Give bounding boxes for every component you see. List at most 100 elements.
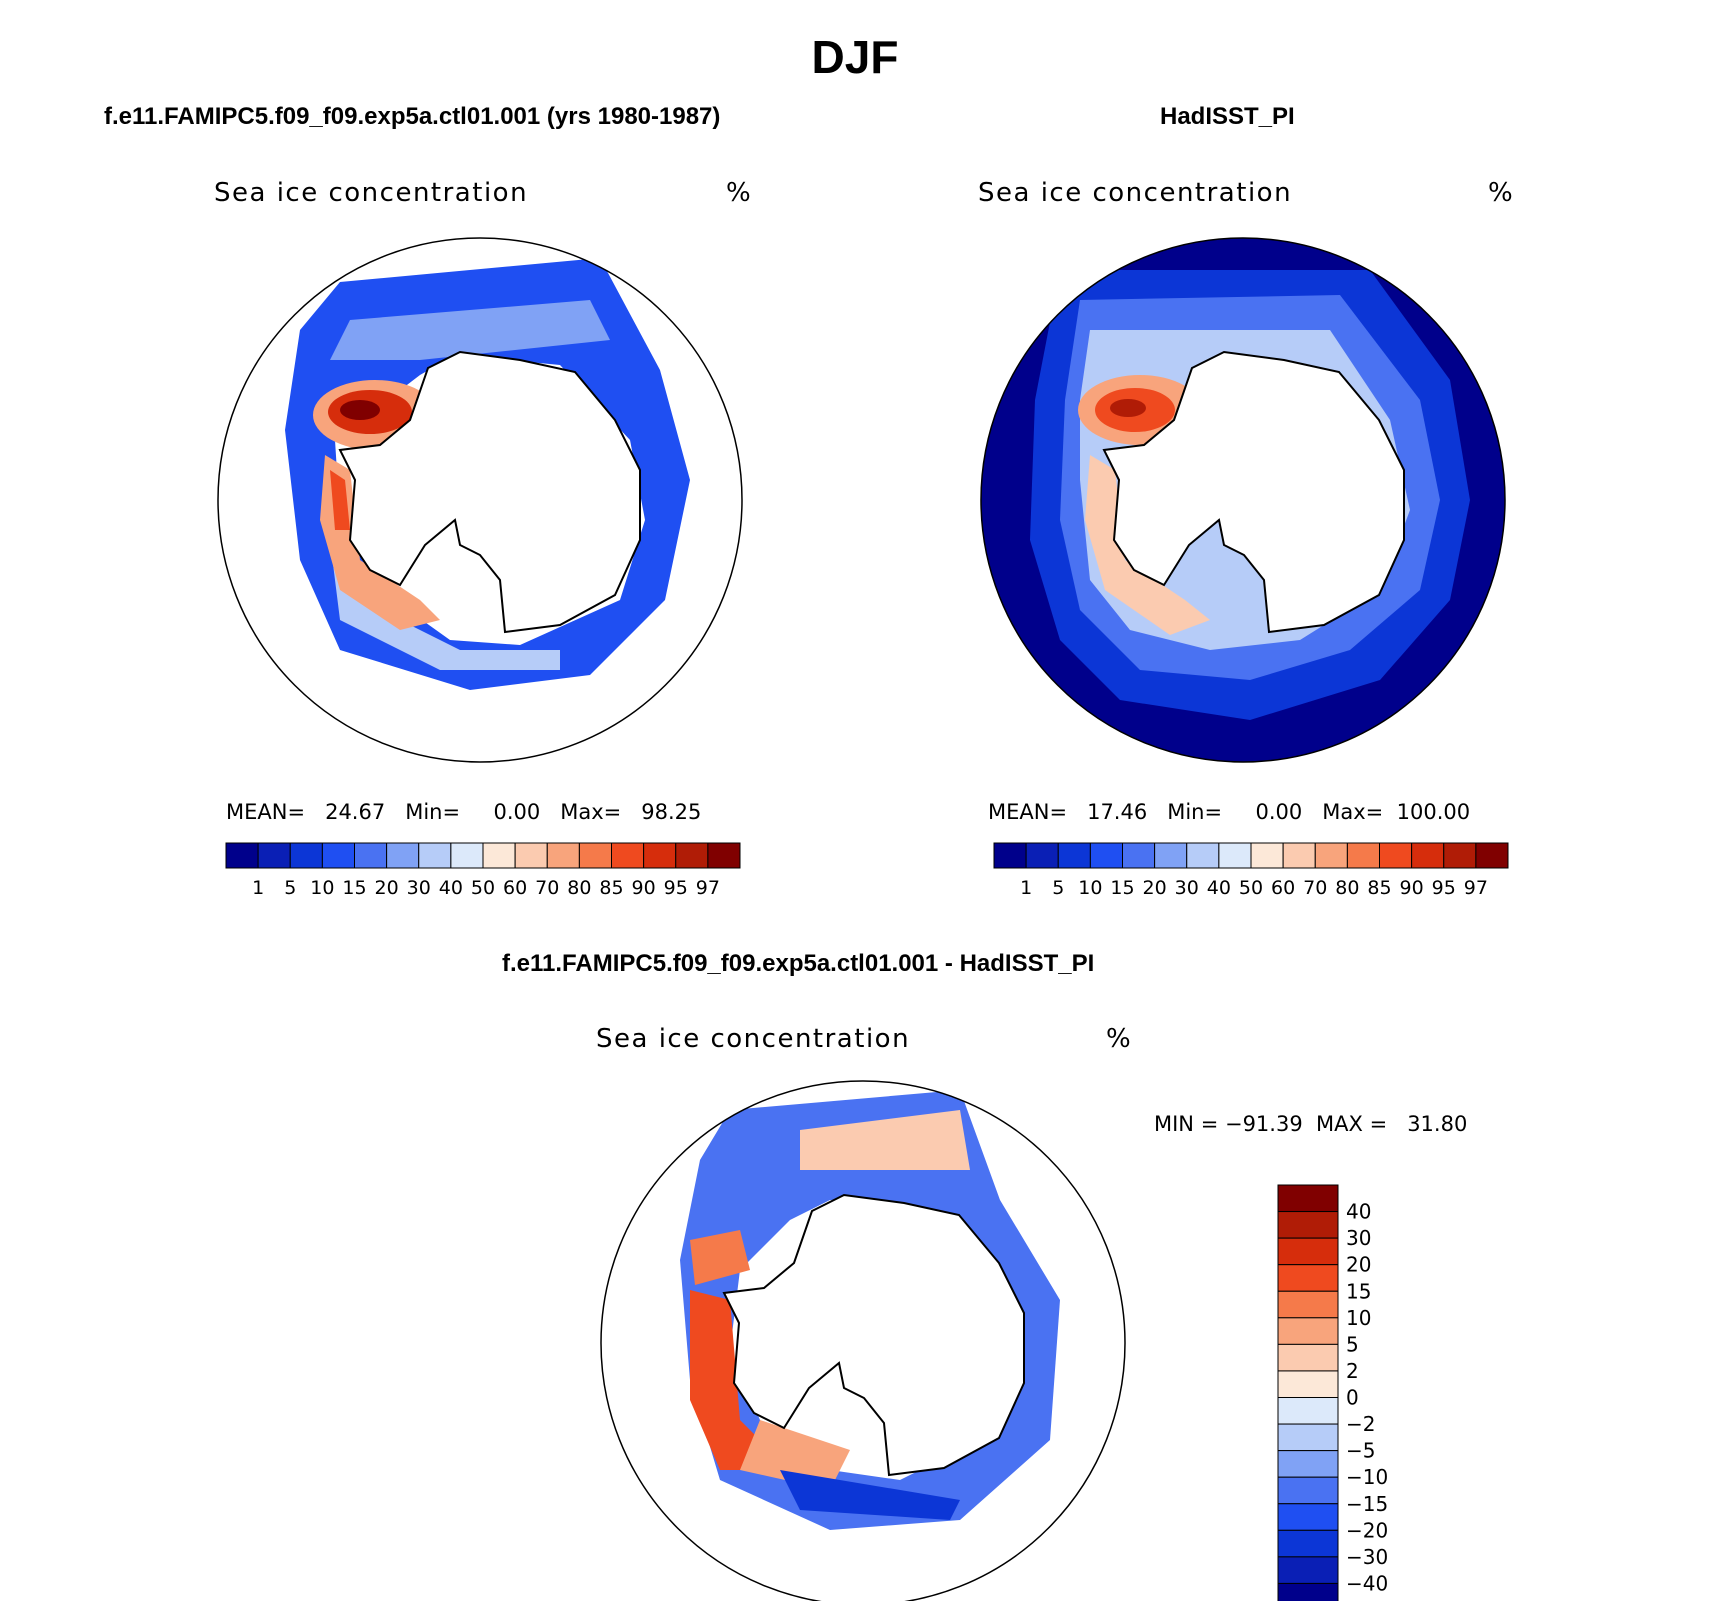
diff-ring-blue [680, 1090, 1060, 1530]
model-weddell-peak [340, 400, 380, 420]
diff-colorbar-swatch [1277, 1290, 1339, 1319]
obs-colorbar-swatch [1250, 842, 1284, 869]
diff-colorbar-tick-label: −10 [1346, 1465, 1388, 1489]
diff-colorbar-swatch [1277, 1317, 1339, 1345]
obs-weddell-peak [1110, 399, 1146, 417]
obs-colorbar-tick-label: 90 [1400, 877, 1424, 899]
obs-colorbar-tick-label: 5 [1052, 877, 1064, 899]
model-ross-strip [320, 455, 440, 630]
diff-colorbar-tick-label: 2 [1346, 1359, 1359, 1383]
obs-colorbar-tick-label: 30 [1175, 877, 1199, 899]
obs-colorbar-tick-label: 80 [1335, 877, 1359, 899]
diff-map-boundary [600, 1080, 1126, 1601]
obs-colorbar-tick-label: 70 [1303, 877, 1327, 899]
diff-colorbar-tick-label: 30 [1346, 1226, 1371, 1250]
obs-colorbar-swatch [1475, 842, 1509, 869]
diff-warm-weddell [690, 1230, 750, 1285]
diff-colorbar-swatch [1277, 1423, 1339, 1452]
diff-colorbar-swatch [1277, 1237, 1339, 1266]
obs-colorbar-swatch [1218, 842, 1252, 869]
diff-colorbar-swatch [1277, 1582, 1339, 1601]
model-colorbar-swatch [707, 842, 741, 869]
diff-colorbar-swatch [1277, 1476, 1339, 1505]
model-ice-ring [285, 258, 690, 690]
obs-antarctica [1102, 350, 1405, 634]
model-colorbar-tick-label: 97 [696, 877, 720, 899]
obs-panel-title: HadISST_PI [1160, 103, 1295, 130]
model-ice-light2 [330, 540, 560, 670]
diff-units-label: % [1106, 1024, 1133, 1054]
model-colorbar-tick-label: 60 [503, 877, 527, 899]
model-colorbar-swatch [578, 842, 612, 869]
diff-colorbar-swatch [1277, 1529, 1339, 1558]
diff-warm-south [740, 1420, 850, 1490]
obs-stats: MEAN= 17.46 Min= 0.00 Max= 100.00 [988, 800, 1471, 824]
obs-colorbar: 1 5 10 15 20 30 40 50 60 70 80 85 90 95 97 [993, 842, 1509, 899]
model-colorbar-tick-label: 80 [567, 877, 591, 899]
diff-colorbar-swatch [1277, 1397, 1339, 1425]
obs-colorbar-swatch [1025, 842, 1059, 869]
model-colorbar-tick-label: 40 [439, 877, 463, 899]
obs-colorbar-swatch [1411, 842, 1445, 869]
model-colorbar-tick-label: 95 [664, 877, 688, 899]
diff-colorbar-tick-label: 10 [1346, 1306, 1371, 1330]
obs-colorbar-tick-label: 50 [1239, 877, 1263, 899]
obs-map [980, 237, 1506, 763]
obs-map-boundary [980, 237, 1506, 763]
diff-colorbar-tick-label: −2 [1346, 1412, 1375, 1436]
obs-colorbar-swatch [1379, 842, 1413, 869]
model-colorbar: 1 5 10 15 20 30 40 50 60 70 80 85 90 95 97 [225, 842, 741, 899]
model-colorbar-swatch [643, 842, 677, 869]
diff-colorbar-tick-label: 0 [1346, 1386, 1359, 1410]
obs-colorbar-tick-label: 40 [1207, 877, 1231, 899]
model-colorbar-tick-label: 70 [535, 877, 559, 899]
obs-ross-strip [1085, 455, 1210, 635]
model-colorbar-swatch [257, 842, 291, 869]
diff-colorbar-swatch [1277, 1343, 1339, 1372]
diff-warm-west [690, 1290, 790, 1470]
obs-colorbar-tick-label: 1 [1020, 877, 1032, 899]
model-colorbar-swatch [418, 842, 452, 869]
diff-colorbar-tick-label: −5 [1346, 1439, 1375, 1463]
model-colorbar-tick-label: 30 [407, 877, 431, 899]
model-ice-light [330, 300, 610, 360]
diff-colorbar-swatch [1277, 1556, 1339, 1584]
model-colorbar-swatch [289, 842, 323, 869]
model-colorbar-swatch [386, 842, 420, 869]
diff-variable-label: Sea ice concentration [596, 1024, 911, 1054]
obs-colorbar-swatch [993, 842, 1027, 869]
model-colorbar-swatch [450, 842, 484, 869]
model-stats: MEAN= 24.67 Min= 0.00 Max= 98.25 [226, 800, 702, 824]
obs-colorbar-swatch [1346, 842, 1380, 869]
diff-colorbar-swatch [1277, 1370, 1339, 1398]
model-colorbar-tick-label: 5 [284, 877, 296, 899]
diff-warm-north [800, 1110, 970, 1170]
diff-stats: MIN = −91.39 MAX = 31.80 [1154, 1112, 1468, 1136]
diff-colorbar-tick-label: −40 [1346, 1571, 1388, 1595]
obs-colorbar-tick-label: 95 [1432, 877, 1456, 899]
obs-units-label: % [1488, 178, 1515, 208]
model-colorbar-swatch [675, 842, 709, 869]
diff-colorbar-swatch [1277, 1184, 1339, 1213]
model-colorbar-tick-label: 90 [632, 877, 656, 899]
model-colorbar-swatch [225, 842, 259, 869]
model-variable-label: Sea ice concentration [214, 178, 529, 208]
obs-colorbar-swatch [1314, 842, 1348, 869]
diff-antarctica [722, 1193, 1025, 1477]
model-colorbar-swatch [482, 842, 516, 869]
obs-colorbar-tick-label: 10 [1078, 877, 1102, 899]
figure-title: DJF [811, 31, 899, 83]
obs-colorbar-swatch [1089, 842, 1123, 869]
model-panel-title: f.e11.FAMIPC5.f09_f09.exp5a.ctl01.001 (y… [104, 103, 721, 130]
obs-colorbar-tick-label: 97 [1464, 877, 1488, 899]
diff-colorbar-swatch [1277, 1450, 1339, 1478]
model-colorbar-swatch [611, 842, 645, 869]
diff-colorbar-swatch [1277, 1503, 1339, 1531]
diff-colorbar-tick-label: 20 [1346, 1253, 1371, 1277]
diff-colorbar-tick-label: −30 [1346, 1545, 1388, 1569]
model-colorbar-tick-label: 1 [252, 877, 264, 899]
obs-colorbar-swatch [1282, 842, 1316, 869]
diff-colorbar-tick-label: −20 [1346, 1518, 1388, 1542]
model-colorbar-swatch [546, 842, 580, 869]
